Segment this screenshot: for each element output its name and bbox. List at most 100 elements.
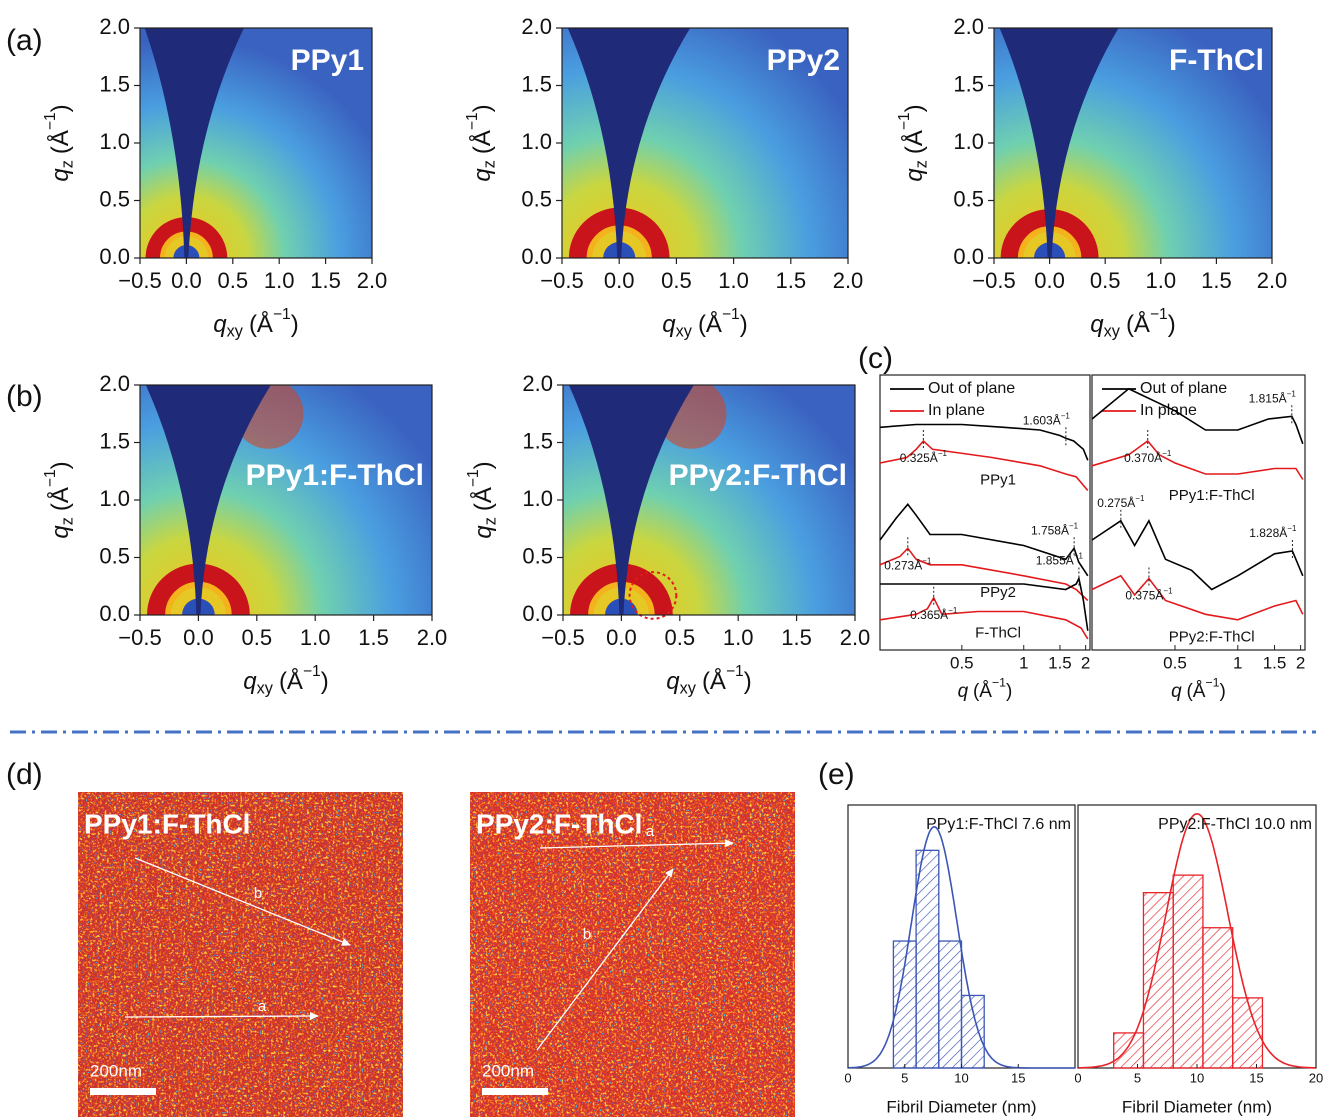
axis-superscript: −1 [1205,676,1219,690]
panel-label: (a) [6,24,43,57]
giwaxs-panel: PPy2−0.5 0.0 0.5 1.0 1.5 2.00.00.51.01.52.0qx… [464,14,863,341]
scattering-image [994,28,1272,258]
x-tick-label: 0.5 [950,653,974,672]
scale-bar-label: 200nm [90,1061,142,1080]
histogram-bar [1172,874,1204,1069]
y-tick-label: 0.5 [99,186,130,211]
panel-title: PPy2 [767,44,840,77]
peak-label: 0.273Å−1 [884,556,932,572]
x-tick-label: 1.5 [1201,268,1232,293]
x-tick-label: 1.5 [1048,653,1072,672]
peak-label: 0.375Å−1 [1125,587,1173,603]
x-tick-label: 5 [1134,1070,1141,1085]
peak-value: 1.603Å [1023,412,1061,427]
y-tick-label: 1.5 [99,71,130,96]
x-tick-label: 1.0 [723,625,754,650]
x-tick-label: 2.0 [840,625,871,650]
histogram-bar [1142,892,1174,1069]
x-tick-label: 5 [901,1070,908,1085]
y-tick-label: 2.0 [99,371,130,396]
peak-label: 1.828Å−1 [1249,524,1297,540]
axis-symbol: q [666,668,680,695]
x-tick-label: −0.5 [118,625,161,650]
y-tick-label: 1.5 [99,428,130,453]
legend-label: In plane [1140,402,1197,419]
giwaxs-panel: PPy1:F-ThCl−0.5 0.0 0.5 1.0 1.5 2.00.00.51.01… [42,371,447,698]
x-tick-label: 1.0 [300,625,331,650]
x-tick-label: 1.5 [776,268,807,293]
histogram-panel: PPy1:F-ThCl 7.6 nm 0 5 10 15 Fibril Diameter … [844,804,1076,1116]
profile-line [1091,519,1304,591]
x-tick-label: 0.0 [604,268,635,293]
axis-label: qz (Å−1) [896,104,931,181]
y-tick-label: 1.5 [521,71,552,96]
gaussian-fit [848,825,1075,1069]
peak-value: 1.815Å [1249,390,1287,405]
peak-superscript: −1 [1287,524,1297,533]
axis-label: qz (Å−1) [465,461,500,538]
histogram-bar [938,940,963,1069]
axis-close: ) [1168,311,1176,338]
axis-close: ) [1006,681,1012,702]
profile-line [1091,439,1304,480]
y-tick-label: 2.0 [522,371,553,396]
x-axis-label: Fibril Diameter (nm) [886,1097,1036,1116]
panel-title: F-ThCl [1169,44,1264,77]
peak-value: 1.855Å [1036,553,1074,568]
axis-symbol: q [213,311,227,338]
histogram-bar [1202,927,1234,1069]
axis-unit: (Å [1186,681,1205,702]
axis-superscript: −1 [896,112,913,130]
histogram-title: PPy1:F-ThCl 7.6 nm [926,816,1071,833]
x-tick-label: 0.5 [661,268,692,293]
plot-frame [879,374,1091,651]
peak-superscript: −1 [1061,411,1071,420]
x-tick-label: 0.5 [665,625,696,650]
x-tick-label: 0.5 [1090,268,1121,293]
axis-symbol: q [47,525,74,539]
axis-label: qz (Å−1) [464,104,499,181]
scattering-image [562,28,848,258]
direction-arrow [536,868,674,1051]
y-tick-label: 0.5 [522,543,553,568]
axis-label: qz (Å−1) [42,461,77,538]
x-tick-label: 0 [1074,1070,1081,1085]
peak-value: 0.273Å [884,557,922,572]
axis-superscript: −1 [303,663,321,680]
x-tick-label: 2 [1296,653,1305,672]
panel-label: (c) [858,342,893,375]
axis-subscript: z [59,517,77,525]
x-tick-label: 10 [954,1070,968,1085]
x-tick-label: 1.0 [264,268,295,293]
x-tick-label: 1 [1019,653,1028,672]
x-tick-label: 1.5 [1263,653,1287,672]
scattering-image [140,385,432,615]
axis-superscript: −1 [465,469,482,487]
profile-line [879,439,1089,492]
y-tick-label: 1.0 [522,486,553,511]
panel-label: (d) [6,758,43,791]
peak-superscript: −1 [922,556,932,565]
axis-subscript: xy [676,323,693,341]
axis-symbol: q [470,525,497,539]
peak-value: 0.370Å [1124,450,1162,465]
peak-superscript: −1 [1287,389,1297,398]
y-tick-label: 0.0 [953,244,984,269]
x-tick-label: 0.5 [242,625,273,650]
peak-superscript: −1 [938,449,948,458]
axis-label: qxy (Å−1) [662,306,747,341]
axis-label: q (Å−1) [958,676,1013,702]
axis-unit: (Å [1126,310,1150,338]
panel-title: PPy1:F-ThCl [246,459,424,492]
arrow-label: b [254,885,262,902]
peak-superscript: −1 [1074,552,1084,561]
profile-line [1091,574,1304,621]
peak-label: 1.815Å−1 [1249,389,1297,405]
axis-label: qz (Å−1) [42,104,77,181]
direction-arrow [134,857,351,946]
panel-title: PPy2:F-ThCl [669,459,847,492]
profile-line [879,423,1089,461]
direction-arrow [124,1012,319,1021]
peak-value: 0.365Å [910,607,948,622]
